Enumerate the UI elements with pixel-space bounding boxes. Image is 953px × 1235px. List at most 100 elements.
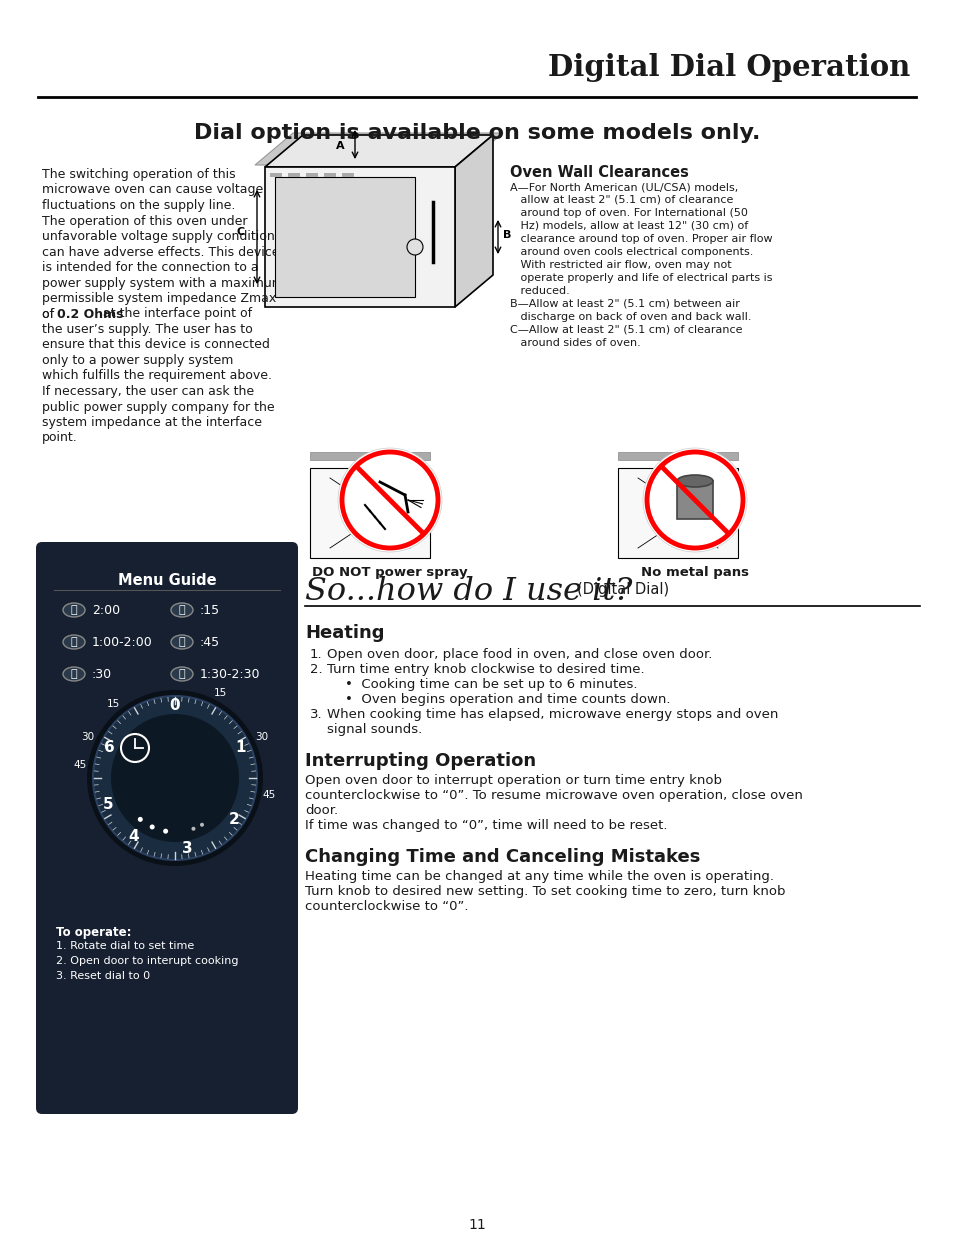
Text: To operate:: To operate:: [56, 926, 132, 939]
Text: If time was changed to “0”, time will need to be reset.: If time was changed to “0”, time will ne…: [305, 819, 667, 832]
Text: Dial option is available on some models only.: Dial option is available on some models …: [193, 124, 760, 143]
Circle shape: [642, 448, 746, 552]
Ellipse shape: [63, 667, 85, 680]
Text: B: B: [502, 230, 511, 240]
Text: Heating time can be changed at any time while the oven is operating.: Heating time can be changed at any time …: [305, 869, 773, 883]
Text: 1:30-2:30: 1:30-2:30: [200, 667, 260, 680]
Text: Turn knob to desired new setting. To set cooking time to zero, turn knob: Turn knob to desired new setting. To set…: [305, 885, 784, 898]
Circle shape: [111, 714, 239, 842]
Text: counterclockwise to “0”. To resume microwave oven operation, close oven: counterclockwise to “0”. To resume micro…: [305, 789, 802, 802]
Text: signal sounds.: signal sounds.: [327, 722, 422, 736]
Text: (Digital Dial): (Digital Dial): [577, 582, 668, 597]
Text: public power supply company for the: public power supply company for the: [42, 400, 274, 414]
Text: 45: 45: [73, 760, 87, 769]
Text: 30: 30: [255, 732, 269, 742]
Ellipse shape: [63, 603, 85, 618]
FancyBboxPatch shape: [36, 542, 297, 1114]
Circle shape: [92, 697, 256, 860]
Text: DO NOT power spray: DO NOT power spray: [312, 566, 467, 579]
Ellipse shape: [677, 475, 712, 487]
Text: 2:00: 2:00: [91, 604, 120, 616]
Ellipse shape: [171, 635, 193, 650]
Text: •  Cooking time can be set up to 6 minutes.: • Cooking time can be set up to 6 minute…: [345, 678, 637, 692]
Text: 4: 4: [129, 830, 139, 845]
Text: 1:00-2:00: 1:00-2:00: [91, 636, 152, 648]
Text: unfavorable voltage supply conditions: unfavorable voltage supply conditions: [42, 230, 281, 243]
Text: 30: 30: [81, 732, 94, 742]
Bar: [265, 167, 455, 308]
Bar: [618, 452, 738, 459]
Polygon shape: [265, 135, 493, 167]
Text: 15: 15: [107, 699, 120, 709]
Text: counterclockwise to “0”.: counterclockwise to “0”.: [305, 900, 468, 913]
Text: Menu Guide: Menu Guide: [117, 573, 216, 588]
Text: Open oven door to interrupt operation or turn time entry knob: Open oven door to interrupt operation or…: [305, 774, 721, 787]
Circle shape: [163, 829, 168, 834]
Text: C—Allow at least 2" (5.1 cm) of clearance: C—Allow at least 2" (5.1 cm) of clearanc…: [510, 325, 741, 335]
Bar: [288, 173, 299, 177]
Ellipse shape: [63, 635, 85, 650]
Text: 3: 3: [182, 841, 193, 856]
Bar: [306, 173, 317, 177]
Ellipse shape: [171, 667, 193, 680]
Text: Digital Dial Operation: Digital Dial Operation: [547, 53, 909, 83]
Text: C: C: [236, 227, 245, 237]
Text: 5: 5: [103, 798, 113, 813]
Text: is intended for the connection to a: is intended for the connection to a: [42, 261, 258, 274]
Text: The switching operation of this: The switching operation of this: [42, 168, 235, 182]
Bar: [324, 173, 335, 177]
Text: around oven cools electrical components.: around oven cools electrical components.: [510, 247, 753, 257]
Text: door.: door.: [305, 804, 337, 818]
Text: A: A: [336, 141, 345, 151]
Text: ⬭: ⬭: [71, 637, 77, 647]
Text: When cooking time has elapsed, microwave energy stops and oven: When cooking time has elapsed, microwave…: [327, 708, 778, 721]
Circle shape: [150, 825, 154, 830]
Text: 🥧: 🥧: [71, 669, 77, 679]
Bar: [341, 173, 354, 177]
Text: Changing Time and Canceling Mistakes: Changing Time and Canceling Mistakes: [305, 848, 700, 866]
Circle shape: [341, 452, 437, 548]
Text: clearance around top of oven. Proper air flow: clearance around top of oven. Proper air…: [510, 233, 772, 245]
Circle shape: [407, 240, 422, 254]
Text: Open oven door, place food in oven, and close oven door.: Open oven door, place food in oven, and …: [327, 648, 712, 661]
Text: the user’s supply. The user has to: the user’s supply. The user has to: [42, 324, 253, 336]
Text: 🥪: 🥪: [178, 669, 185, 679]
Text: can have adverse effects. This device: can have adverse effects. This device: [42, 246, 279, 258]
Text: 1.: 1.: [310, 648, 322, 661]
Text: 45: 45: [263, 789, 275, 800]
Circle shape: [137, 816, 143, 821]
Text: 0.2 Ohms: 0.2 Ohms: [57, 308, 123, 321]
Text: of: of: [42, 308, 58, 321]
Bar: [274, 177, 415, 296]
Text: 2. Open door to interupt cooking: 2. Open door to interupt cooking: [56, 956, 238, 966]
Text: ⬭: ⬭: [178, 637, 185, 647]
Text: B—Allow at least 2" (5.1 cm) between air: B—Allow at least 2" (5.1 cm) between air: [510, 299, 740, 309]
Polygon shape: [310, 468, 430, 558]
Text: 15: 15: [213, 688, 227, 698]
Text: 2.: 2.: [310, 663, 322, 676]
Text: 11: 11: [468, 1218, 485, 1233]
Text: Oven Wall Clearances: Oven Wall Clearances: [510, 165, 688, 180]
Text: allow at least 2" (5.1 cm) of clearance: allow at least 2" (5.1 cm) of clearance: [510, 195, 733, 205]
Text: A—For North American (UL/CSA) models,: A—For North American (UL/CSA) models,: [510, 182, 738, 191]
Text: 2: 2: [229, 811, 239, 826]
Text: :30: :30: [91, 667, 112, 680]
Polygon shape: [618, 468, 738, 558]
Text: point.: point.: [42, 431, 77, 445]
Text: If necessary, the user can ask the: If necessary, the user can ask the: [42, 385, 253, 398]
Ellipse shape: [171, 603, 193, 618]
Text: 3. Reset dial to 0: 3. Reset dial to 0: [56, 971, 150, 981]
Text: reduced.: reduced.: [510, 287, 569, 296]
Text: :15: :15: [200, 604, 220, 616]
Text: permissible system impedance Zmax: permissible system impedance Zmax: [42, 291, 276, 305]
Text: 6: 6: [104, 740, 115, 755]
Text: 🌯: 🌯: [71, 605, 77, 615]
Polygon shape: [455, 135, 493, 308]
Bar: [677, 480, 712, 519]
Text: ensure that this device is connected: ensure that this device is connected: [42, 338, 270, 352]
Text: power supply system with a maximum: power supply system with a maximum: [42, 277, 284, 289]
Circle shape: [200, 823, 204, 826]
Text: at the interface point of: at the interface point of: [99, 308, 253, 321]
Text: only to a power supply system: only to a power supply system: [42, 354, 233, 367]
Text: discharge on back of oven and back wall.: discharge on back of oven and back wall.: [510, 312, 751, 322]
